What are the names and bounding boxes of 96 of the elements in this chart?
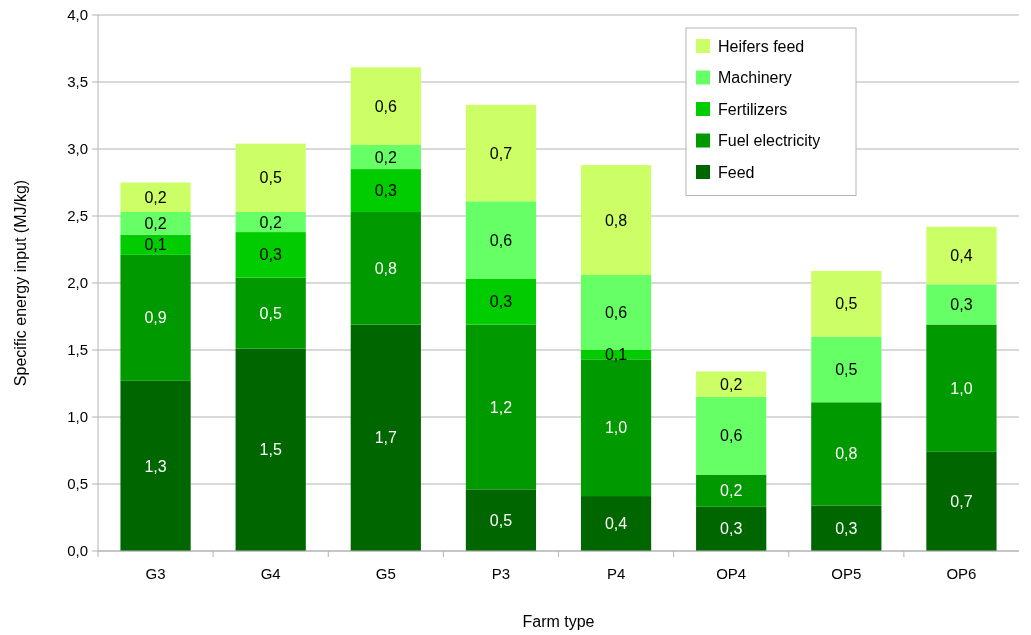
x-tick-label: OP5 [831,565,862,582]
bar [926,284,997,325]
bar [580,165,652,275]
bar [811,336,882,403]
bar [811,270,882,337]
y-tick-label: 2,5 [67,207,88,225]
data-label: 0,8 [835,445,858,463]
x-tick-label: G4 [260,565,281,582]
data-label: 1,3 [144,457,167,475]
bar [235,232,306,278]
y-tick-label: 1,5 [67,341,88,359]
x-tick-label: G5 [375,565,396,582]
bar [580,496,652,551]
y-tick-label: 3,0 [67,140,88,158]
data-label: 0,4 [604,515,628,533]
data-label: 0,6 [489,231,513,249]
data-label: 0,8 [604,211,628,229]
data-label: 1,7 [374,429,398,447]
data-label: 0,7 [950,493,973,511]
data-label: 0,1 [144,236,167,254]
data-label: 0,6 [604,304,628,322]
data-label: 0,2 [720,482,743,500]
bar [580,274,652,350]
bar [350,144,421,170]
data-label: 0,6 [720,427,743,445]
legend-label: Machinery [718,69,792,87]
x-tick-label: P3 [491,565,511,582]
data-label: 0,5 [489,511,513,529]
bar [235,348,306,551]
data-label: 0,2 [144,214,167,232]
bar [465,201,537,279]
bar [350,169,421,212]
legend-label: Heifers feed [718,37,805,55]
data-label: 0,5 [259,304,282,322]
bar [350,67,421,145]
x-tick-label: OP4 [716,565,747,582]
bar [811,505,882,551]
data-label: 0,8 [374,259,398,277]
data-label: 1,5 [259,441,282,459]
bar [120,182,191,212]
data-label: 0,5 [835,361,858,379]
bar [926,451,997,551]
bar [235,143,306,212]
x-tick-label: OP6 [946,565,977,582]
bar [120,234,191,255]
y-tick-label: 2,0 [67,274,88,292]
data-label: 0,3 [489,293,513,311]
bar [696,371,767,397]
bar [926,226,997,285]
x-axis-title: Farm type [522,613,595,630]
data-label: 0,5 [835,295,858,313]
data-label: 1,2 [489,398,513,416]
data-label: 0,2 [720,375,743,393]
data-label: 0,2 [259,213,282,231]
bar [696,506,767,551]
data-label: 0,3 [720,520,743,538]
data-label: 0,3 [374,182,398,200]
bar [465,104,537,202]
x-tick-label: G3 [145,565,166,582]
y-tick-label: 4,0 [67,6,88,24]
data-label: 1,0 [950,379,973,397]
data-label: 0,5 [259,169,282,187]
x-tick-label: P4 [606,565,626,582]
data-label: 0,3 [950,296,973,314]
data-label: 0,9 [144,309,167,327]
bar [696,474,767,507]
y-tick-label: 1,0 [67,408,88,426]
data-label: 0,3 [259,246,282,264]
data-label: 0,3 [835,519,858,537]
data-label: 0,4 [950,247,973,265]
y-tick-label: 0,5 [67,475,88,493]
bar [465,278,537,325]
bar [120,254,191,381]
bar [350,211,421,325]
data-label: 0,7 [489,144,513,162]
bar [235,211,306,233]
y-tick-label: 0,0 [67,542,88,560]
data-label: 0,1 [604,346,628,364]
bar [465,324,537,490]
bar [696,396,767,475]
bar [811,402,882,506]
legend-label: Fertilizers [718,100,788,118]
y-axis-title: Specific energy input (MJ/kg) [12,179,29,387]
bar [926,324,997,452]
data-label: 0,6 [374,97,398,115]
bar [235,277,306,349]
data-label: 0,2 [144,188,167,206]
data-label: 1,0 [604,419,628,437]
bar [350,324,421,551]
bar [465,489,537,551]
bar [120,211,191,235]
bar [120,380,191,551]
y-tick-label: 3,5 [67,73,88,91]
data-label: 0,2 [374,148,398,166]
legend-label: Fuel electricity [718,132,821,150]
legend-label: Feed [718,163,755,181]
